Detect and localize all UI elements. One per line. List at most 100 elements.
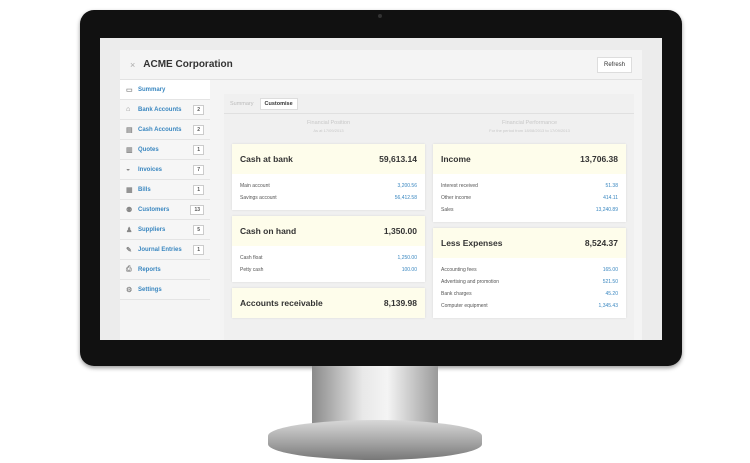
sidebar-item-reports[interactable]: ⎙ Reports <box>120 260 210 280</box>
row-value-link[interactable]: 1,250.00 <box>397 255 417 261</box>
card-row: Interest received 51.38 <box>441 180 618 192</box>
count-badge: 1 <box>193 144 204 155</box>
row-value-link[interactable]: 3,200.56 <box>397 183 417 189</box>
quotes-icon: ▥ <box>126 146 133 154</box>
count-badge: 13 <box>190 204 204 215</box>
sidebar-item-label: Journal Entries <box>138 246 182 253</box>
card-row: Petty cash 100.00 <box>240 264 417 276</box>
sidebar-item-label: Invoices <box>138 166 163 173</box>
card-title[interactable]: Less Expenses <box>441 238 503 248</box>
row-value-link[interactable]: 100.00 <box>401 267 417 273</box>
screen: × ACME Corporation Refresh ▭ Summary ⌂ Bank… <box>100 38 662 340</box>
row-value-link[interactable]: 51.38 <box>605 183 618 189</box>
row-label: Sales <box>441 207 454 213</box>
card-row: Bank charges 45.20 <box>441 288 618 300</box>
sidebar-item-label: Bills <box>138 186 151 193</box>
sidebar-item-quotes[interactable]: ▥ Quotes 1 <box>120 140 210 160</box>
bills-icon: ▦ <box>126 186 133 194</box>
settings-icon: ⚙ <box>126 286 133 294</box>
column-heading: Financial Performance For the period from… <box>433 120 626 134</box>
sidebar-item-label: Bank Accounts <box>138 106 182 113</box>
financial-performance-column: Financial Performance For the period from… <box>433 120 626 324</box>
cash-icon: ▤ <box>126 126 133 134</box>
row-value-link[interactable]: 56,412.58 <box>394 195 417 201</box>
app-window: × ACME Corporation Refresh ▭ Summary ⌂ Bank… <box>120 50 642 340</box>
column-subtitle: As at 17/09/2013 <box>313 128 344 133</box>
sidebar-item-label: Quotes <box>138 146 159 153</box>
row-value-link[interactable]: 521.50 <box>602 279 618 285</box>
refresh-button[interactable]: Refresh <box>596 56 632 73</box>
sidebar-item-label: Suppliers <box>138 226 166 233</box>
title-bar: × ACME Corporation Refresh <box>120 50 642 80</box>
row-value-link[interactable]: 1,345.43 <box>598 303 618 309</box>
tab-bar: Summary Customise <box>224 94 634 114</box>
row-label: Accounting fees <box>441 267 477 273</box>
card-title[interactable]: Accounts receivable <box>240 298 323 308</box>
card-total: 59,613.14 <box>379 154 417 164</box>
count-badge: 5 <box>193 224 204 235</box>
sidebar-item-label: Cash Accounts <box>138 126 182 133</box>
count-badge: 2 <box>193 104 204 115</box>
card-total: 1,350.00 <box>383 226 417 236</box>
sidebar-item-invoices[interactable]: ◒ Invoices 7 <box>120 160 210 180</box>
sidebar-item-journal-entries[interactable]: ✎ Journal Entries 1 <box>120 240 210 260</box>
row-label: Other income <box>441 195 472 201</box>
financial-position-column: Financial Position As at 17/09/2013 Cash a… <box>232 120 425 324</box>
close-icon[interactable]: × <box>130 59 136 70</box>
row-label: Savings account <box>240 195 277 201</box>
monitor-bezel: × ACME Corporation Refresh ▭ Summary ⌂ Bank… <box>80 10 682 366</box>
sidebar-item-settings[interactable]: ⚙ Settings <box>120 280 210 300</box>
row-label: Cash float <box>240 255 263 261</box>
row-value-link[interactable]: 165.00 <box>602 267 618 273</box>
customers-icon: ⚉ <box>126 206 133 214</box>
summary-card: Cash on hand 1,350.00 Cash float 1,250.00 Pe… <box>232 216 425 282</box>
reports-icon: ⎙ <box>126 265 132 273</box>
card-row: Main account 3,200.56 <box>240 180 417 192</box>
sidebar-item-label: Reports <box>138 266 161 273</box>
main-panel: Summary Customise Financial Position As a… <box>224 94 634 340</box>
card-row: Savings account 56,412.58 <box>240 192 417 204</box>
sidebar-item-summary[interactable]: ▭ Summary <box>120 80 210 100</box>
sidebar-item-bills[interactable]: ▦ Bills 1 <box>120 180 210 200</box>
card-row: Advertising and promotion 521.50 <box>441 276 618 288</box>
column-title: Financial Performance <box>501 120 558 126</box>
card-row: Other income 414.11 <box>441 192 618 204</box>
summary-card: Cash at bank 59,613.14 Main account 3,200.5… <box>232 144 425 210</box>
card-row: Cash float 1,250.00 <box>240 252 417 264</box>
count-badge: 2 <box>193 124 204 135</box>
invoice-icon: ◒ <box>126 166 131 173</box>
card-title[interactable]: Income <box>441 154 471 164</box>
row-label: Main account <box>240 183 270 189</box>
card-row: Computer equipment 1,345.43 <box>441 300 618 312</box>
sidebar-item-cash-accounts[interactable]: ▤ Cash Accounts 2 <box>120 120 210 140</box>
row-label: Bank charges <box>441 291 472 297</box>
sidebar-item-suppliers[interactable]: ♟ Suppliers 5 <box>120 220 210 240</box>
monitor-icon: ▭ <box>126 86 133 94</box>
row-value-link[interactable]: 45.20 <box>605 291 618 297</box>
count-badge: 1 <box>193 184 204 195</box>
row-value-link[interactable]: 13,240.89 <box>595 207 618 213</box>
tab-summary[interactable]: Summary <box>230 100 254 107</box>
card-total: 8,139.98 <box>383 298 417 308</box>
sidebar-item-label: Customers <box>138 206 170 213</box>
row-label: Petty cash <box>240 267 264 273</box>
row-value-link[interactable]: 414.11 <box>603 195 618 201</box>
column-subtitle: For the period from 18/08/2013 to 17/09/… <box>489 128 570 133</box>
tab-customise[interactable]: Customise <box>259 97 298 110</box>
summary-card: Accounts receivable 8,139.98 <box>232 288 425 318</box>
card-title[interactable]: Cash at bank <box>240 154 293 164</box>
summary-card: Less Expenses 8,524.37 Accounting fees 165.… <box>433 228 626 318</box>
sidebar-item-customers[interactable]: ⚉ Customers 13 <box>120 200 210 220</box>
card-title[interactable]: Cash on hand <box>240 226 297 236</box>
sidebar-item-bank-accounts[interactable]: ⌂ Bank Accounts 2 <box>120 100 210 120</box>
row-label: Computer equipment <box>441 303 488 309</box>
sidebar-item-label: Summary <box>138 86 166 93</box>
camera <box>378 14 382 18</box>
column-title: Financial Position <box>306 120 351 126</box>
journal-icon: ✎ <box>126 246 132 254</box>
column-heading: Financial Position As at 17/09/2013 <box>232 120 425 134</box>
count-badge: 7 <box>193 164 204 175</box>
row-label: Advertising and promotion <box>441 279 500 285</box>
card-row: Accounting fees 165.00 <box>441 264 618 276</box>
card-total: 8,524.37 <box>584 238 618 248</box>
